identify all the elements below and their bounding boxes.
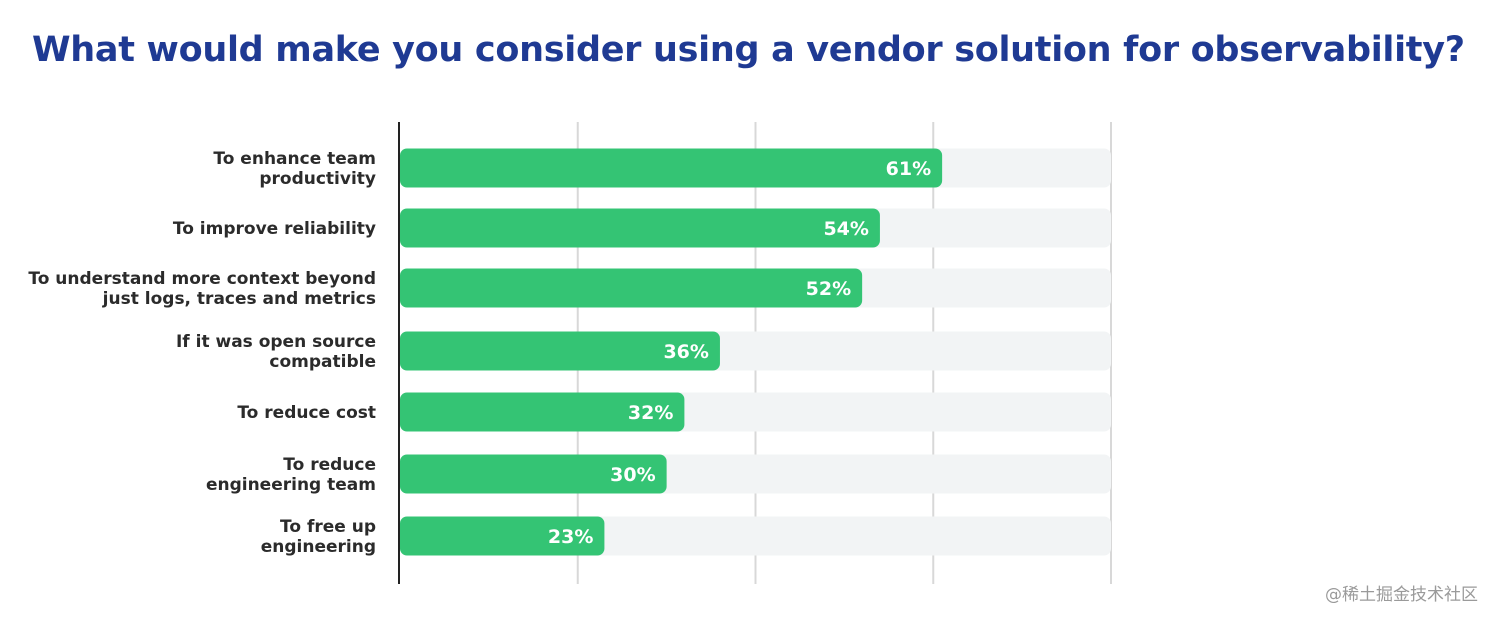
bar — [400, 268, 863, 308]
category-label-line: engineering — [261, 537, 376, 557]
bar — [400, 208, 880, 248]
category-label: To free up engineering — [261, 517, 376, 557]
chart-title: What would make you consider using a ven… — [32, 30, 1465, 70]
data-label: 61% — [886, 158, 931, 180]
category-label-line: engineering team — [206, 475, 376, 495]
category-label-line: To reduce — [283, 455, 376, 475]
category-label-line: To reduce cost — [237, 403, 376, 423]
data-label: 23% — [548, 526, 593, 548]
category-label: If it was open source compatible — [176, 332, 376, 372]
category-label: To improve reliability — [173, 219, 376, 239]
category-label: To understand more context beyond just lo… — [28, 269, 376, 309]
bar — [400, 148, 943, 188]
category-label-line: productivity — [259, 169, 376, 189]
category-label: To enhance team productivity — [213, 149, 376, 189]
data-label: 30% — [610, 464, 655, 486]
data-label: 52% — [806, 278, 851, 300]
data-label: 36% — [663, 341, 708, 363]
category-label-line: just logs, traces and metrics — [102, 289, 376, 309]
bar — [400, 516, 605, 556]
category-label-line: To free up — [280, 517, 376, 537]
category-label-line: To improve reliability — [173, 219, 376, 239]
data-label: 54% — [823, 218, 868, 240]
category-label-line: To understand more context beyond — [28, 269, 376, 289]
bar — [400, 454, 667, 494]
category-label: To reduce engineering team — [206, 455, 376, 495]
watermark: @稀土掘金技术社区 — [1325, 585, 1478, 605]
category-label: To reduce cost — [237, 403, 376, 423]
category-label-line: To enhance team — [213, 149, 376, 169]
bar — [400, 331, 720, 371]
data-label: 32% — [628, 402, 673, 424]
bar — [400, 392, 685, 432]
category-label-line: If it was open source — [176, 332, 376, 352]
category-label-line: compatible — [269, 352, 376, 372]
